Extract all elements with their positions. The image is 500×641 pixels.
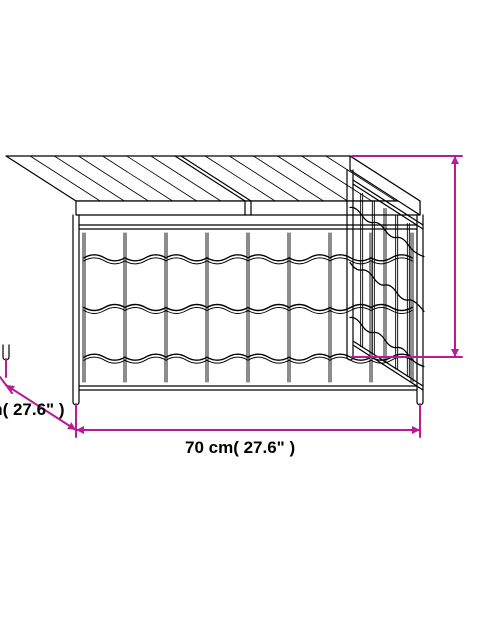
technical-drawing-svg <box>0 0 500 641</box>
diagram-canvas: 70 cm( 27.6" ) cm( 27.6" ) <box>0 0 500 641</box>
dimension-depth-label: cm( 27.6" ) <box>0 400 65 420</box>
dimension-width-label: 70 cm( 27.6" ) <box>185 438 295 458</box>
